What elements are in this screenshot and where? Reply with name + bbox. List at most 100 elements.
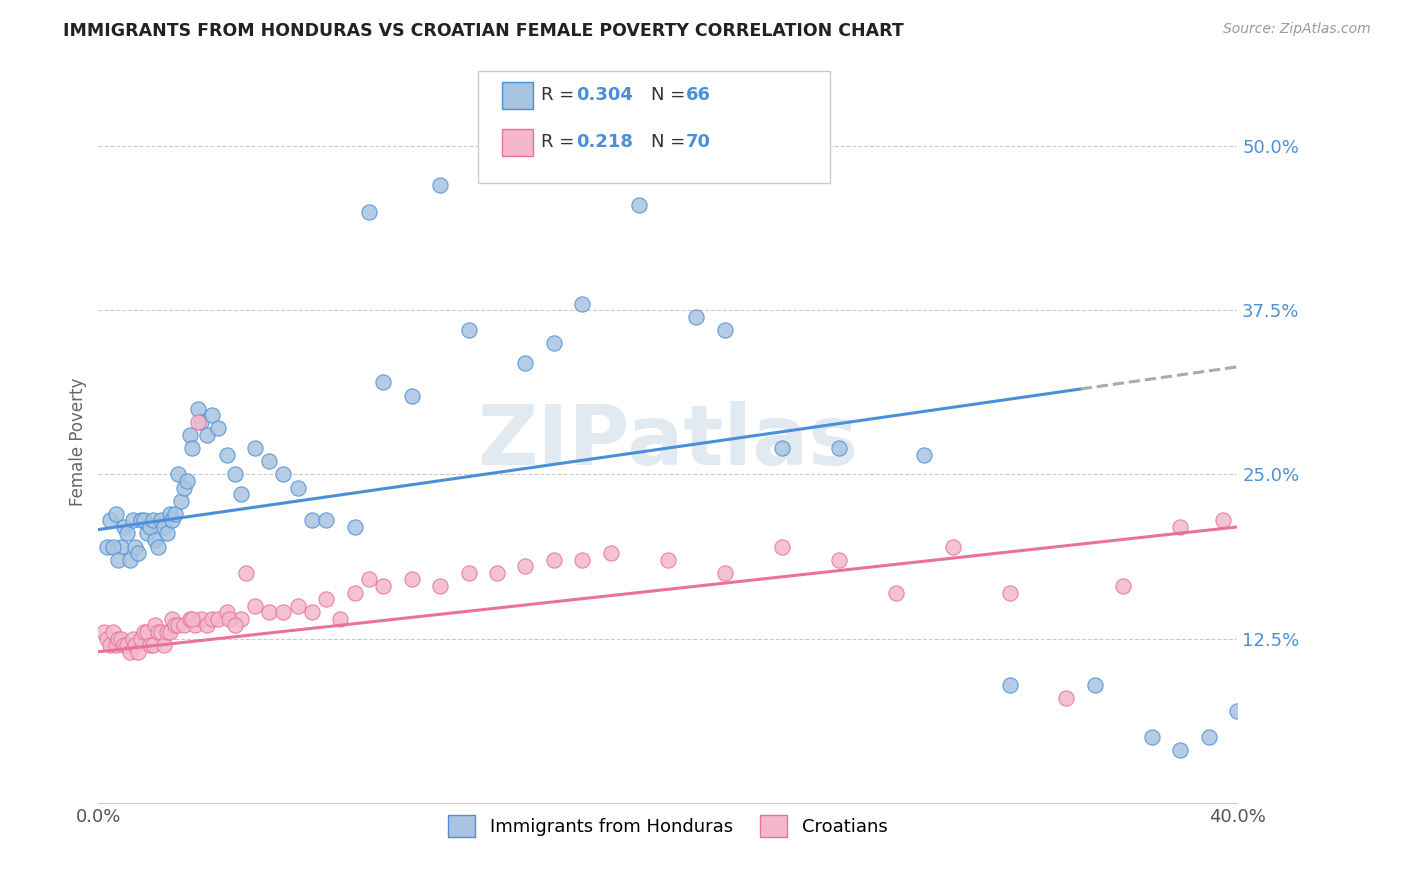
Point (127, 546, 149, 560)
Point (243, 599, 266, 613)
Point (571, 553, 593, 567)
Text: 70: 70 (686, 134, 711, 152)
Point (828, 553, 851, 567)
Point (543, 336, 565, 351)
Text: 0.304: 0.304 (576, 87, 633, 104)
Point (179, 428, 201, 442)
Point (543, 553, 565, 567)
Point (135, 625, 157, 640)
Point (170, 493, 193, 508)
Point (515, 559, 537, 574)
Point (1226, 704, 1249, 718)
Point (229, 612, 252, 626)
Point (942, 540, 965, 554)
Point (357, 573, 380, 587)
Point (657, 553, 679, 567)
Point (104, 638, 127, 652)
Point (714, 323, 737, 337)
Point (218, 612, 240, 626)
Point (138, 520, 160, 534)
Point (273, 605, 295, 619)
Point (373, 376, 395, 390)
Text: ZIPatlas: ZIPatlas (478, 401, 858, 482)
Point (571, 296, 593, 310)
Point (167, 467, 190, 482)
Point (190, 612, 212, 626)
Point (207, 612, 229, 626)
Point (1084, 677, 1107, 691)
Point (229, 487, 252, 501)
Point (401, 388, 423, 402)
Point (201, 409, 224, 423)
Point (457, 323, 479, 337)
Point (195, 618, 218, 632)
Point (329, 612, 352, 626)
Point (124, 638, 146, 652)
Point (187, 415, 209, 429)
Point (1056, 690, 1078, 705)
Point (121, 632, 143, 646)
Point (96, 632, 118, 646)
Point (207, 421, 229, 435)
Point (301, 605, 323, 619)
Point (112, 520, 135, 534)
Point (101, 625, 124, 640)
Point (110, 632, 132, 646)
Point (259, 454, 281, 468)
Point (159, 625, 181, 640)
Point (129, 632, 152, 646)
Point (828, 441, 851, 455)
Point (141, 513, 163, 527)
Point (132, 513, 155, 527)
Point (132, 625, 155, 640)
Y-axis label: Female Poverty: Female Poverty (69, 377, 87, 506)
Point (215, 605, 238, 619)
Point (104, 507, 127, 521)
Point (98, 513, 121, 527)
Point (457, 566, 479, 580)
Text: Source: ZipAtlas.com: Source: ZipAtlas.com (1223, 22, 1371, 37)
Point (600, 546, 623, 560)
Point (165, 507, 187, 521)
Text: 66: 66 (686, 87, 711, 104)
Text: R =: R = (541, 87, 581, 104)
Point (343, 585, 366, 599)
Point (628, 198, 651, 212)
Point (998, 677, 1021, 691)
Point (107, 553, 129, 567)
Point (124, 540, 146, 554)
Point (243, 441, 266, 455)
Point (101, 540, 124, 554)
Point (1212, 513, 1234, 527)
Point (884, 585, 907, 599)
Point (187, 401, 209, 416)
Point (315, 513, 337, 527)
Point (343, 520, 366, 534)
Point (287, 599, 309, 613)
Point (115, 638, 138, 652)
Point (215, 448, 238, 462)
Point (167, 618, 190, 632)
Point (115, 526, 138, 541)
Point (98, 638, 121, 652)
Point (148, 625, 170, 640)
Point (173, 618, 195, 632)
Point (195, 428, 218, 442)
Point (429, 579, 451, 593)
Point (181, 441, 204, 455)
Point (224, 618, 246, 632)
Point (93, 625, 115, 640)
Point (162, 513, 184, 527)
Point (127, 645, 149, 659)
Point (201, 612, 224, 626)
Point (1170, 520, 1192, 534)
Text: IMMIGRANTS FROM HONDURAS VS CROATIAN FEMALE POVERTY CORRELATION CHART: IMMIGRANTS FROM HONDURAS VS CROATIAN FEM… (63, 22, 904, 40)
Point (153, 638, 176, 652)
Point (357, 204, 380, 219)
Point (176, 474, 198, 488)
Point (150, 513, 173, 527)
Point (1198, 730, 1220, 744)
Point (273, 467, 295, 482)
Point (148, 540, 170, 554)
Point (301, 513, 323, 527)
